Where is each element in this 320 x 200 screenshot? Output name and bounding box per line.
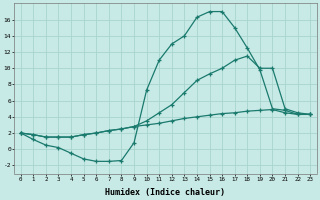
X-axis label: Humidex (Indice chaleur): Humidex (Indice chaleur) <box>106 188 226 197</box>
